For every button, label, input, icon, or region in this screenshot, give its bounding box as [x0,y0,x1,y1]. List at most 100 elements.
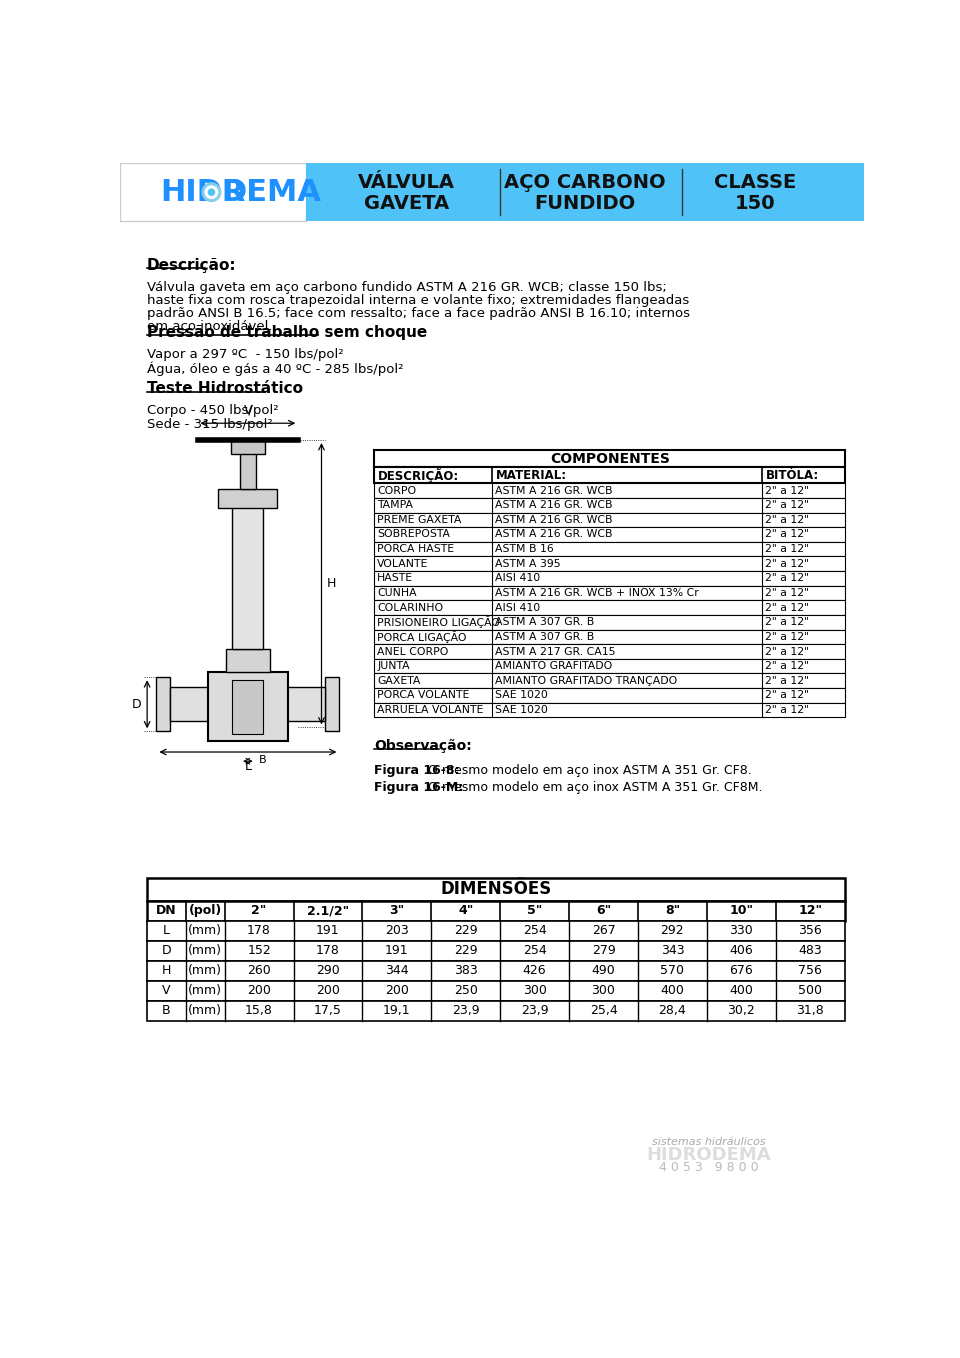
Text: L: L [163,925,170,937]
Text: GAVETA: GAVETA [364,194,449,213]
Text: 2" a 12": 2" a 12" [765,515,808,524]
Text: ASTM A 216 GR. WCB: ASTM A 216 GR. WCB [495,530,612,539]
Text: 2" a 12": 2" a 12" [765,705,808,716]
Text: Vapor a 297 ºC  - 150 lbs/pol²: Vapor a 297 ºC - 150 lbs/pol² [147,348,344,361]
Text: BITÓLA:: BITÓLA: [765,469,819,482]
Text: ASTM A 216 GR. WCB: ASTM A 216 GR. WCB [495,486,612,496]
Text: MATERIAL:: MATERIAL: [496,469,567,482]
Text: 19,1: 19,1 [383,1004,411,1017]
Text: 23,9: 23,9 [452,1004,480,1017]
Bar [374,644,846,659]
Bar [374,512,846,527]
Text: Descrição:: Descrição: [147,258,237,273]
Text: 254: 254 [523,944,546,957]
Text: 2" a 12": 2" a 12" [765,530,808,539]
Bar [227,649,270,672]
Text: (mm): (mm) [188,1004,223,1017]
Text: 28,4: 28,4 [659,1004,686,1017]
Text: sistemas hidráulicos: sistemas hidráulicos [652,1137,766,1146]
Text: 4 0 5 3   9 8 0 0: 4 0 5 3 9 8 0 0 [660,1161,758,1175]
Bar [374,449,846,467]
Bar [374,527,846,542]
Text: 2" a 12": 2" a 12" [765,631,808,642]
Bar [374,498,846,512]
Text: 31,8: 31,8 [796,1004,824,1017]
Text: ASTM B 16: ASTM B 16 [495,545,554,554]
Text: 300: 300 [522,985,546,997]
Text: 150: 150 [735,194,776,213]
Text: TAMPA: TAMPA [377,500,414,511]
Bar [374,467,846,483]
Text: VÁLVULA: VÁLVULA [358,172,455,191]
Text: Figura 16-M:: Figura 16-M: [374,781,464,793]
Text: 5": 5" [527,904,542,917]
Circle shape [203,183,221,201]
Bar [374,659,846,674]
Text: V: V [244,405,252,417]
Text: ASTM A 395: ASTM A 395 [495,558,561,569]
Text: 490: 490 [591,964,615,978]
Text: 3": 3" [389,904,404,917]
Bar [306,163,864,221]
Text: padrão ANSI B 16.5; face com ressalto; face a face padrão ANSI B 16.10; internos: padrão ANSI B 16.5; face com ressalto; f… [147,307,690,320]
Text: 191: 191 [385,944,409,957]
Text: ASTM A 216 GR. WCB: ASTM A 216 GR. WCB [495,515,612,524]
Text: 676: 676 [730,964,754,978]
Text: 23,9: 23,9 [521,1004,548,1017]
Text: Pressão de trabalho sem choque: Pressão de trabalho sem choque [147,325,427,340]
Text: 2" a 12": 2" a 12" [765,618,808,627]
Bar [147,960,845,980]
Text: ASTM A 307 GR. B: ASTM A 307 GR. B [495,618,594,627]
Text: (mm): (mm) [188,925,223,937]
Text: 330: 330 [730,925,754,937]
Text: VOLANTE: VOLANTE [377,558,429,569]
Text: 2" a 12": 2" a 12" [765,603,808,612]
Text: SAE 1020: SAE 1020 [495,690,548,701]
Bar [147,921,845,941]
Text: 254: 254 [523,925,546,937]
Text: PREME GAXETA: PREME GAXETA [377,515,462,524]
Text: (pol): (pol) [188,904,222,917]
Text: 400: 400 [730,985,754,997]
Text: 8": 8" [664,904,680,917]
Text: PRISIONEIRO LIGAÇÃO: PRISIONEIRO LIGAÇÃO [377,617,500,629]
Text: HASTE: HASTE [377,573,414,584]
Bar [285,687,325,721]
Bar [147,900,845,921]
Bar [374,600,846,615]
Text: 15,8: 15,8 [245,1004,273,1017]
Circle shape [208,189,214,196]
Bar [374,585,846,600]
Bar [374,542,846,557]
Text: Figura 16-8:: Figura 16-8: [374,763,460,777]
Text: Teste Hidrostático: Teste Hidrostático [147,380,303,397]
Text: 200: 200 [316,985,340,997]
Text: SAE 1020: SAE 1020 [495,705,548,716]
Text: Água, óleo e gás a 40 ºC - 285 lbs/pol²: Água, óleo e gás a 40 ºC - 285 lbs/pol² [147,361,403,376]
Text: FUNDIDO: FUNDIDO [535,194,636,213]
Text: CLASSE: CLASSE [714,172,797,191]
Text: 30,2: 30,2 [728,1004,756,1017]
Text: 191: 191 [316,925,340,937]
Bar [156,678,170,731]
Bar [232,502,263,649]
Text: 2": 2" [252,904,267,917]
Text: 267: 267 [591,925,615,937]
Text: DIMENSÕES: DIMENSÕES [441,880,551,898]
Text: DEMA: DEMA [221,178,321,206]
Text: (mm): (mm) [188,964,223,978]
Text: DN: DN [156,904,177,917]
Bar [147,877,845,900]
Bar [374,615,846,630]
Bar [147,941,845,960]
Bar [374,557,846,572]
Text: 17,5: 17,5 [314,1004,342,1017]
Circle shape [205,186,218,198]
Text: O mesmo modelo em aço inox ASTM A 351 Gr. CF8M.: O mesmo modelo em aço inox ASTM A 351 Gr… [428,781,763,793]
Text: B: B [259,755,266,766]
Text: SOBREPOSTA: SOBREPOSTA [377,530,450,539]
Text: JUNTA: JUNTA [377,661,410,671]
Text: ASTM A 307 GR. B: ASTM A 307 GR. B [495,631,594,642]
Bar [374,572,846,585]
Text: GAXETA: GAXETA [377,676,420,686]
